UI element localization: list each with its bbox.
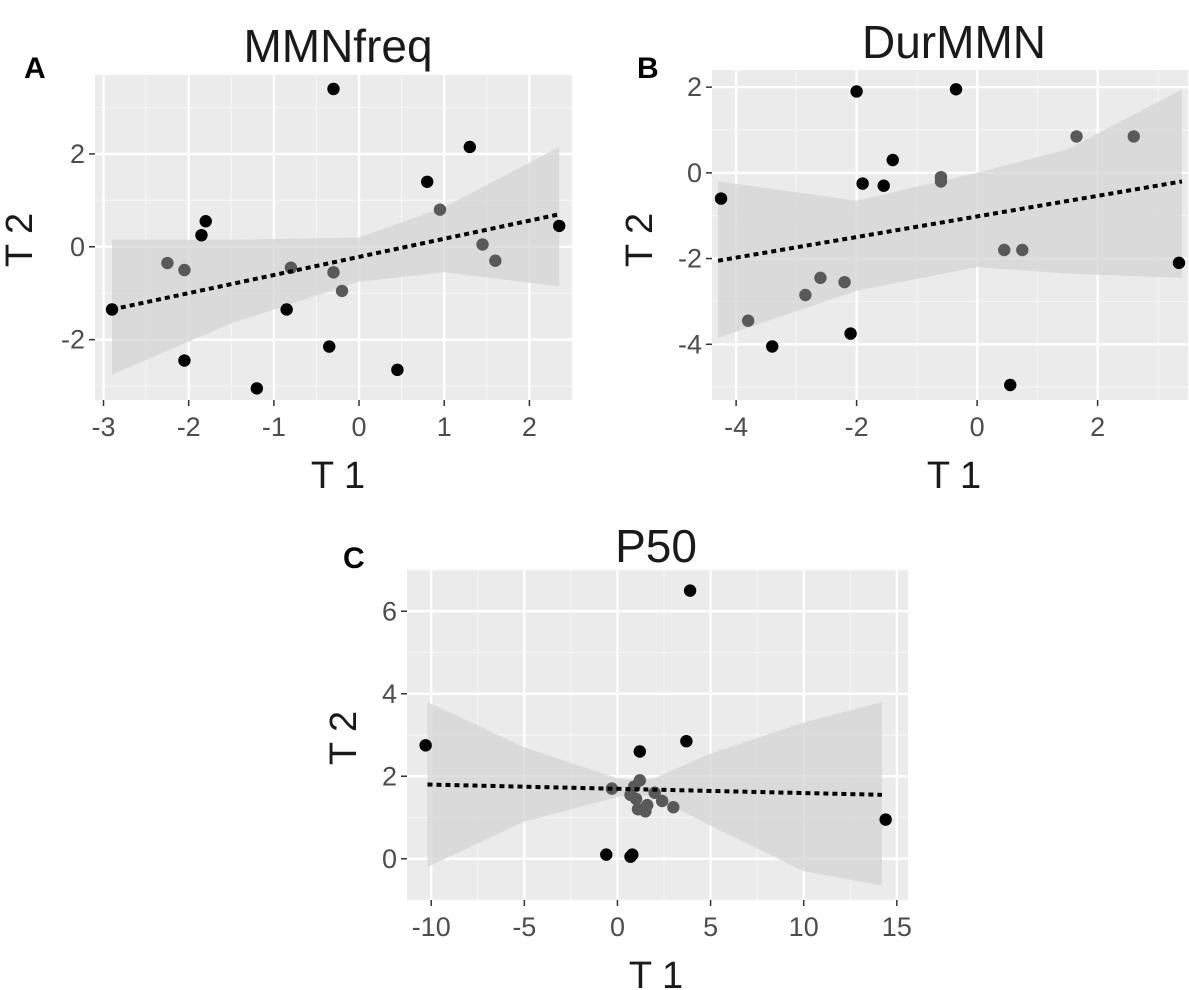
x-tick-label: -1 — [262, 412, 286, 442]
data-point — [463, 140, 476, 154]
data-point — [280, 303, 293, 316]
data-point — [641, 798, 654, 812]
y-tick-label: 0 — [382, 844, 397, 874]
panel-title: DurMMN — [862, 16, 1046, 68]
data-point — [600, 848, 613, 861]
data-point — [327, 82, 340, 96]
x-tick-label: 2 — [522, 412, 537, 442]
data-point — [877, 179, 890, 192]
y-tick-label: -2 — [61, 325, 85, 355]
data-point — [844, 327, 857, 340]
x-axis-title: T 1 — [311, 455, 365, 497]
data-point — [433, 203, 447, 216]
regression-line — [427, 782, 882, 797]
data-point — [284, 261, 298, 274]
panel-letter: C — [343, 542, 365, 575]
x-axis-title: T 1 — [629, 955, 683, 990]
data-point — [391, 363, 404, 377]
data-point — [633, 745, 647, 758]
y-tick-label: 2 — [687, 72, 702, 102]
confidence-band — [718, 89, 1182, 338]
data-point — [178, 354, 191, 367]
data-point — [655, 794, 669, 808]
regression-line — [717, 179, 1183, 263]
data-point — [250, 382, 264, 395]
data-point — [335, 284, 349, 298]
data-point — [850, 85, 863, 98]
x-tick-label: 0 — [970, 412, 985, 442]
y-tick-label: 2 — [70, 139, 85, 169]
data-point — [489, 254, 502, 267]
data-point — [949, 83, 963, 96]
x-tick-label: -2 — [177, 412, 201, 442]
panel-a: -3 -2 -1 0 1 2 -2 0 2 MMNfreq A T 1 T 2 — [0, 20, 573, 497]
x-tick-label: 0 — [610, 912, 625, 942]
x-tick-label: 1 — [437, 412, 452, 442]
panel-title: MMNfreq — [243, 20, 432, 72]
y-tick-label: 0 — [70, 232, 85, 262]
data-point — [1127, 130, 1140, 143]
y-axis-title: T 2 — [0, 213, 41, 267]
data-point — [886, 153, 899, 167]
panel-b: -4 -2 0 2 -4 -2 0 2 DurMMN B T 1 T 2 — [619, 16, 1188, 497]
data-point — [178, 263, 191, 277]
data-point — [1004, 378, 1017, 392]
data-point — [741, 314, 755, 327]
data-point — [648, 786, 661, 799]
data-point — [879, 813, 892, 826]
x-tick-label: -5 — [512, 912, 536, 942]
y-axis-title: T 2 — [619, 213, 661, 267]
data-point — [195, 228, 208, 242]
data-point — [856, 177, 869, 190]
x-tick-label: -3 — [92, 412, 116, 442]
panel-c: -10 -5 0 5 10 15 0 2 4 6 P50 C T 1 T 2 — [323, 520, 912, 990]
y-tick-label: -4 — [678, 329, 702, 359]
x-axis-title: T 1 — [927, 455, 981, 497]
panel-letter: A — [24, 52, 46, 85]
data-point — [814, 271, 827, 285]
data-point — [327, 266, 340, 279]
y-tick-label: -2 — [678, 244, 702, 274]
x-tick-label: 0 — [352, 412, 367, 442]
data-point — [1172, 256, 1186, 270]
data-point — [323, 340, 336, 353]
x-tick-label: -4 — [724, 412, 748, 442]
data-point — [161, 256, 174, 270]
data-point — [199, 215, 212, 228]
x-tick-label: 15 — [882, 912, 912, 942]
x-tick-label: 10 — [789, 912, 819, 942]
x-tick-label: 5 — [703, 912, 718, 942]
data-point — [766, 340, 779, 353]
data-point — [420, 175, 434, 188]
data-point — [714, 192, 728, 205]
data-point — [476, 238, 489, 251]
data-point — [633, 774, 647, 787]
data-point — [799, 288, 812, 302]
x-tick-label: -2 — [845, 412, 869, 442]
data-point — [629, 792, 643, 806]
data-point — [838, 275, 851, 289]
data-point — [667, 800, 680, 814]
data-point — [626, 848, 639, 861]
panel-title: P50 — [615, 520, 697, 572]
y-axis-title: T 2 — [323, 711, 365, 765]
data-point — [680, 734, 693, 748]
y-tick-label: 2 — [382, 761, 397, 791]
data-point — [934, 170, 948, 184]
x-tick-label: -10 — [412, 912, 451, 942]
data-point — [1016, 243, 1029, 257]
data-point — [419, 739, 432, 752]
panel-letter: B — [637, 52, 659, 85]
y-tick-label: 4 — [382, 679, 397, 709]
x-tick-label: 2 — [1090, 412, 1105, 442]
data-point — [553, 219, 566, 233]
data-point — [683, 584, 697, 597]
data-point — [998, 243, 1011, 257]
regression-line — [111, 212, 560, 312]
data-point — [1070, 130, 1083, 143]
y-tick-label: 6 — [382, 596, 397, 626]
y-tick-label: 0 — [687, 158, 702, 188]
